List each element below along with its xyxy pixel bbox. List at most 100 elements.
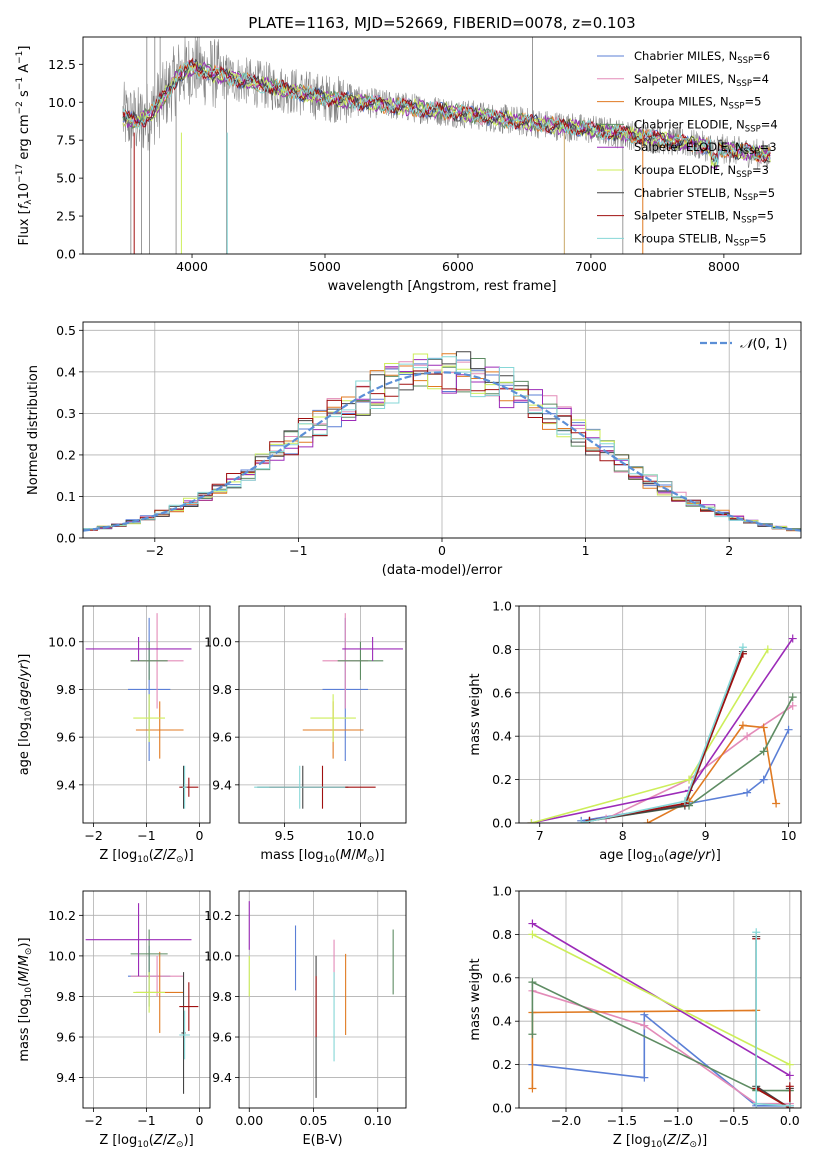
mass-weight-line xyxy=(589,696,794,822)
mass-weight-line xyxy=(532,933,791,1066)
mass-weight-line xyxy=(531,1009,791,1108)
mass_vs_ebv-axes: 0.00 0.05 0.10 9.4 9.6 9.8 10.0 10.2 xyxy=(204,891,406,1128)
y-tick-label: 9.6 xyxy=(56,1030,76,1045)
mass_vs_ebv-errorbars xyxy=(248,901,394,1098)
mass-weight-marker xyxy=(788,634,797,643)
y-tick-label: 5.0 xyxy=(56,171,76,186)
mass-weight-marker xyxy=(759,723,768,732)
x-tick-label: −0.5 xyxy=(719,1113,749,1128)
massweight_vs_age-lines xyxy=(527,634,797,823)
mass-weight-marker xyxy=(788,693,797,702)
x-tick-label: 0.0 xyxy=(780,1113,800,1128)
age_vs_Z-errorbars xyxy=(85,613,199,809)
x-tick-label: 8000 xyxy=(708,259,740,274)
gaussian-legend-label: 𝒩(0, 1) xyxy=(740,337,787,352)
mass-weight-line xyxy=(532,1013,790,1107)
y-tick-label: 9.8 xyxy=(212,989,232,1004)
y-tick-label: 12.5 xyxy=(48,57,76,72)
mass-weight-marker xyxy=(528,1030,537,1039)
age_vs_Z-xlabel: Z [log10(Z/Z⊙)] xyxy=(99,848,193,865)
x-tick-label: −2 xyxy=(146,543,164,558)
mass-weight-marker xyxy=(752,1099,761,1108)
mass-weight-marker xyxy=(752,928,761,937)
spectrum-ylabel: Flux [fλ10−17 erg cm−2 s−1 A−1] xyxy=(15,46,34,246)
mass_vs_Z-errorbars xyxy=(85,903,199,1094)
x-tick-label: −1 xyxy=(137,1113,155,1128)
age_vs_mass-errorbars xyxy=(254,613,403,809)
y-tick-label: 0.2 xyxy=(492,772,512,787)
legend-label: Salpeter MILES, NSSP=4 xyxy=(634,72,769,89)
x-tick-label: 1 xyxy=(582,543,590,558)
y-tick-label: 2.5 xyxy=(56,209,76,224)
x-tick-label: 8 xyxy=(619,828,627,843)
residual-histogram-step xyxy=(83,356,801,533)
x-tick-label: 9.5 xyxy=(275,828,295,843)
x-tick-label: 5000 xyxy=(309,259,341,274)
x-tick-label: −2.0 xyxy=(551,1113,581,1128)
mass-weight-marker xyxy=(640,1021,649,1030)
mass-weight-line xyxy=(755,938,791,1108)
x-tick-label: −2 xyxy=(84,1113,102,1128)
y-tick-label: 0.5 xyxy=(56,323,76,338)
spectrum-lines xyxy=(122,37,771,254)
mass-weight-marker xyxy=(743,788,752,797)
y-tick-label: 0.3 xyxy=(56,406,76,421)
spectrum-legend: Chabrier MILES, NSSP=6 Salpeter MILES, NS… xyxy=(597,49,778,248)
x-tick-label: 2 xyxy=(725,543,733,558)
mass-weight-line xyxy=(531,980,790,1092)
mass-weight-marker xyxy=(788,701,797,710)
y-tick-label: 9.6 xyxy=(212,730,232,745)
mass-weight-marker xyxy=(528,919,537,928)
y-tick-label: 9.6 xyxy=(212,1030,232,1045)
mass-weight-marker xyxy=(738,643,747,652)
age_vs_Z-axes: −2 −1 0 9.4 9.6 9.8 10.0 xyxy=(48,606,210,843)
x-tick-label: 0.05 xyxy=(300,1113,328,1128)
y-tick-label: 10.2 xyxy=(48,908,76,923)
y-tick-label: 0.0 xyxy=(56,247,76,262)
y-tick-label: 10.0 xyxy=(48,634,76,649)
y-tick-label: 0.8 xyxy=(492,927,512,942)
x-tick-label: 9 xyxy=(702,828,710,843)
mass-weight-marker xyxy=(763,645,772,654)
mass-weight-marker xyxy=(685,775,694,784)
spectrum-frame xyxy=(82,36,802,255)
y-tick-label: 1.0 xyxy=(492,599,512,614)
y-tick-label: 10.0 xyxy=(48,948,76,963)
mass-weight-marker xyxy=(528,978,537,987)
massweight_vs_Z-frame xyxy=(518,890,802,1109)
x-tick-label: −1 xyxy=(289,543,307,558)
model-spectrum-line xyxy=(122,57,771,163)
x-tick-label: 0 xyxy=(195,828,203,843)
mass-weight-marker xyxy=(528,930,537,939)
plot-layer: 4000 5000 6000 7000 80000.02.55.07.510.012.5… xyxy=(15,36,802,1150)
x-tick-label: 4000 xyxy=(176,259,208,274)
mass-weight-marker xyxy=(743,732,752,741)
mass_vs_ebv-frame xyxy=(238,890,407,1109)
y-tick-label: 9.8 xyxy=(212,682,232,697)
y-tick-label: 0.2 xyxy=(492,1057,512,1072)
mass-weight-marker xyxy=(577,819,586,823)
residual-histograms xyxy=(83,351,801,533)
mass-weight-marker xyxy=(640,1073,649,1082)
legend-label: Chabrier MILES, NSSP=6 xyxy=(634,49,770,66)
mass-weight-marker xyxy=(785,1082,794,1091)
mass-weight-marker xyxy=(772,799,781,808)
y-tick-label: 10.0 xyxy=(48,95,76,110)
mass-weight-marker xyxy=(528,1084,537,1093)
mass-weight-line xyxy=(755,932,790,1107)
mass-weight-marker xyxy=(759,747,768,756)
legend-label: Chabrier STELIB, NSSP=5 xyxy=(634,186,775,203)
mass-weight-marker xyxy=(759,775,768,784)
massweight_vs_age-axes: 7 8 9 10 0.0 0.2 0.4 0.6 0.8 1.0 xyxy=(492,599,801,843)
x-tick-label: 6000 xyxy=(442,259,474,274)
model-spectrum-line xyxy=(122,60,771,166)
y-tick-label: 9.8 xyxy=(56,989,76,1004)
mass_vs_ebv-xlabel: E(B-V) xyxy=(302,1133,342,1148)
y-tick-label: 0.4 xyxy=(492,729,512,744)
mass-weight-marker xyxy=(785,1101,794,1108)
figure-title: PLATE=1163, MJD=52669, FIBERID=0078, z=0… xyxy=(248,14,635,32)
mass-weight-marker xyxy=(527,819,536,823)
y-tick-label: 9.6 xyxy=(56,730,76,745)
mass-weight-marker xyxy=(680,797,689,806)
